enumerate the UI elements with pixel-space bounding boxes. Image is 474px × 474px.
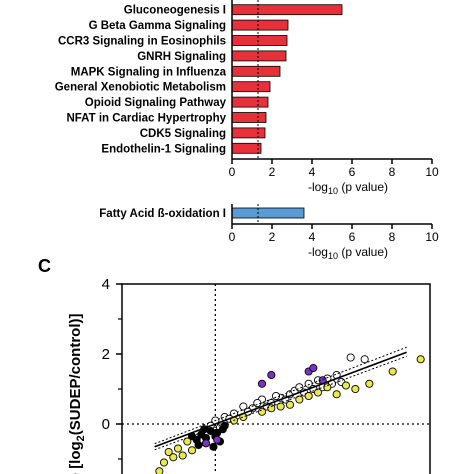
data-point [194, 440, 203, 450]
data-point [173, 444, 183, 453]
data-point [416, 355, 425, 364]
x-tick-label: 0 [229, 165, 236, 179]
x-tick-label: 10 [425, 230, 439, 244]
data-point [257, 379, 267, 388]
category-label: Gluconeogenesis I [124, 5, 226, 17]
data-point [213, 435, 222, 444]
panel-label: C [38, 256, 51, 276]
x-axis-title: -log10 (p value) [308, 180, 388, 196]
x-tick-label: 8 [389, 165, 396, 179]
data-point [313, 388, 323, 397]
data-point [169, 453, 178, 462]
data-point [285, 400, 295, 409]
category-label: G Beta Gamma Signaling [89, 20, 226, 32]
data-point [209, 442, 218, 451]
data-point [295, 395, 304, 404]
y-tick-label: 0 [102, 416, 110, 433]
data-point [187, 446, 197, 455]
x-tick-label: 4 [309, 230, 316, 244]
bar-chart-fatty-acid: Fatty Acid ß-oxidation I 0 2 4 6 8 10 -log10 … [99, 204, 439, 261]
category-label: Fatty Acid ß-oxidation I [99, 208, 226, 220]
regression-line [154, 351, 407, 448]
x-tick-label: 4 [309, 165, 316, 179]
x-tick-label: 2 [269, 230, 276, 244]
plot-frame [121, 283, 431, 474]
data-point [351, 384, 360, 394]
regression-ci-lower [154, 355, 407, 451]
data-point [239, 402, 248, 411]
bar [231, 96, 269, 108]
x-axis-title-tail: (p value) [338, 180, 388, 194]
category-label: NFAT in Cardiac Hypertrophy [66, 113, 226, 125]
data-point [159, 458, 169, 467]
category-label: CDK5 Signaling [140, 128, 226, 140]
x-axis-title-main: -log [308, 245, 328, 259]
category-label: MAPK Signaling in Influenza [71, 66, 227, 78]
data-point [388, 367, 397, 376]
x-axis-title-tail: (p value) [338, 245, 388, 259]
x-axis-title-subscript: 10 [328, 251, 338, 261]
x-axis-title: -log10 (p value) [308, 245, 388, 261]
bar-chart-pathways: Gluconeogenesis I G Beta Gamma Signaling C… [55, 0, 439, 196]
bar [231, 19, 289, 31]
data-point [276, 402, 285, 411]
y-tick-label: 2 [102, 346, 110, 363]
bar [231, 207, 305, 219]
data-point [164, 447, 173, 457]
data-point [360, 355, 369, 364]
category-label: GNRH Signaling [137, 51, 226, 63]
bar [231, 142, 262, 154]
data-point [309, 363, 318, 373]
category-label: Opioid Signaling Pathway [85, 97, 227, 109]
x-tick-label: 0 [229, 230, 236, 244]
category-label: Endothelin-1 Signaling [101, 143, 226, 155]
y-tick-label: 4 [102, 276, 110, 293]
data-point [341, 381, 351, 390]
bar [231, 35, 288, 46]
x-tick-label: 10 [425, 165, 439, 179]
scatter-chart: C 024 ge [log2(SUDEP/control)] [38, 256, 431, 474]
y-axis-title: ge [log2(SUDEP/control)] [67, 314, 87, 474]
data-point [346, 353, 355, 362]
x-tick-label: 8 [389, 230, 396, 244]
y-axis-title-subscript: 2 [75, 435, 87, 441]
regression-ci-upper [154, 346, 407, 445]
bar [231, 81, 271, 93]
y-axis-title-tail: (SUDEP/control)] [67, 314, 84, 436]
category-label: General Xenobiotic Metabolism [55, 82, 226, 94]
data-point [267, 404, 276, 413]
x-axis-title-subscript: 10 [328, 186, 338, 196]
data-point [267, 370, 276, 380]
x-tick-label: 6 [349, 165, 356, 179]
data-point [323, 383, 332, 392]
bar [231, 112, 267, 123]
x-tick-label: 2 [269, 165, 276, 179]
data-point [201, 439, 211, 448]
data-point [332, 390, 341, 399]
x-axis-title-main: -log [308, 180, 328, 194]
category-label: CCR3 Signaling in Eosinophils [58, 36, 226, 48]
data-point [257, 407, 267, 416]
bar [231, 4, 343, 16]
data-point [183, 437, 192, 446]
bar [231, 65, 281, 77]
data-point [155, 467, 164, 474]
bar [231, 127, 266, 139]
y-axis-title-main: ge [log [67, 441, 84, 474]
data-point [178, 451, 187, 460]
x-tick-label: 6 [349, 230, 356, 244]
bar [231, 50, 287, 62]
data-point [365, 379, 374, 388]
